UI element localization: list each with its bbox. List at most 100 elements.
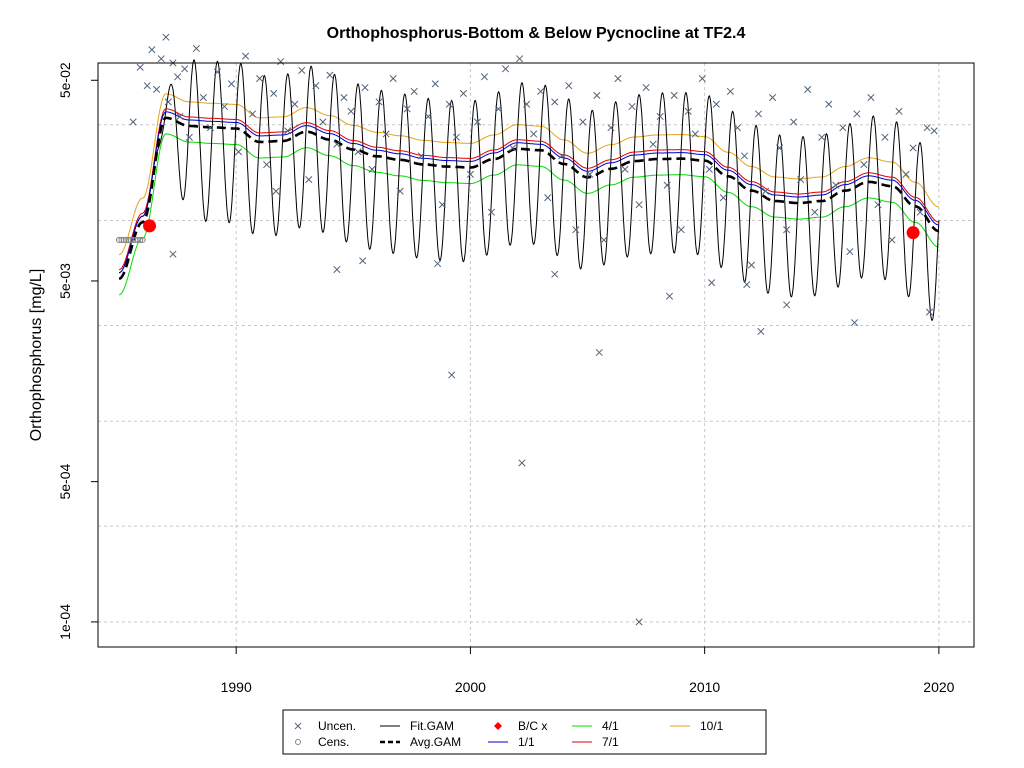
uncensored-point	[614, 74, 622, 83]
uncensored-point	[783, 301, 791, 309]
uncensored-point	[185, 133, 193, 141]
uncensored-point	[354, 148, 362, 156]
censored-point	[120, 236, 127, 244]
uncensored-point	[628, 102, 636, 111]
uncensored-point	[743, 280, 751, 289]
uncensored-point	[361, 83, 369, 92]
legend-symbol-cross	[294, 722, 302, 730]
censored-point	[115, 236, 123, 244]
uncensored-point	[174, 73, 182, 81]
uncensored-point	[448, 371, 456, 379]
legend-label: 4/1	[602, 719, 619, 733]
uncensored-point	[930, 127, 938, 135]
uncensored-point	[162, 33, 170, 41]
uncensored-point	[712, 100, 720, 108]
uncensored-point	[888, 236, 896, 244]
legend: Uncen. Fit.GAM B/C x 4/1 10/1 Cens. Avg.GAM 1/1…	[282, 709, 767, 755]
uncensored-point	[434, 260, 442, 268]
uncensored-point	[593, 91, 601, 100]
y-tick-label: 5e-03	[57, 263, 73, 299]
uncensored-point	[487, 208, 496, 216]
uncensored-point	[656, 112, 664, 121]
uncensored-point	[494, 105, 503, 113]
legend-label: 10/1	[700, 719, 724, 733]
censored-point	[137, 236, 144, 244]
legend-label: Fit.GAM	[410, 719, 454, 733]
uncensored-point	[923, 124, 931, 132]
legend-symbol-diamond	[494, 722, 502, 730]
uncensored-point	[431, 80, 439, 88]
uncensored-point	[804, 85, 812, 94]
uncensored-point	[129, 118, 137, 126]
uncensored-point	[466, 170, 474, 178]
uncensored-point	[670, 91, 678, 100]
uncensored-point	[747, 261, 756, 269]
uncensored-point	[595, 348, 603, 357]
uncensored-point	[242, 52, 250, 60]
uncensored-point	[181, 65, 189, 73]
uncensored-point	[586, 170, 594, 178]
y-axis-label: Orthophosphorus [mg/L]	[28, 269, 45, 442]
uncensored-point	[220, 102, 229, 111]
uncensored-point	[790, 118, 798, 126]
uncensored-point	[642, 83, 650, 92]
series-line-71	[119, 108, 939, 271]
x-tick-label: 2000	[455, 679, 486, 695]
uncensored-point	[635, 618, 643, 626]
curves	[118, 59, 940, 321]
uncensored-point	[473, 118, 481, 126]
uncensored-point	[263, 161, 271, 169]
uncensored-point	[375, 98, 383, 106]
series-line-41	[119, 133, 939, 296]
uncensored-point	[157, 55, 165, 63]
uncensored-point	[902, 170, 910, 178]
uncensored-point	[169, 250, 177, 258]
uncensored-point	[537, 87, 545, 95]
uncensored-point	[277, 57, 285, 66]
uncensored-point	[740, 152, 749, 160]
series-line-fitgam	[119, 59, 940, 321]
uncensored-point	[312, 82, 320, 90]
uncensored-point	[684, 107, 692, 115]
uncensored-point	[164, 98, 172, 106]
uncensored-point	[839, 124, 847, 132]
uncensored-point	[389, 74, 397, 83]
legend-label: Cens.	[318, 735, 349, 749]
uncensored-point	[776, 144, 784, 152]
uncensored-point	[832, 181, 840, 189]
uncensored-point	[846, 248, 854, 256]
uncensored-point	[558, 152, 566, 160]
censored-point	[123, 236, 130, 244]
uncensored-point	[551, 98, 559, 106]
legend-label: B/C x	[518, 719, 547, 733]
uncensored-point	[705, 165, 713, 173]
uncensored-point	[176, 112, 184, 121]
uncensored-point	[797, 176, 805, 184]
uncensored-point	[445, 100, 453, 108]
uncensored-point	[452, 133, 460, 141]
uncensored-point	[761, 187, 770, 195]
uncensored-point	[333, 140, 341, 148]
uncensored-point	[459, 89, 467, 97]
x-axis: 1990 2000 2010 2020	[221, 647, 955, 695]
uncensored-point	[783, 226, 791, 234]
uncensored-point	[417, 152, 425, 160]
uncensored-point	[298, 66, 306, 74]
data-points	[115, 33, 938, 626]
censored-point	[127, 236, 134, 244]
uncensored-point	[136, 63, 144, 71]
uncensored-point	[818, 133, 826, 141]
uncensored-point	[867, 94, 875, 102]
uncensored-point	[726, 87, 734, 95]
legend-label: Avg.GAM	[410, 735, 461, 749]
legend-label: 7/1	[602, 735, 619, 749]
uncensored-point	[333, 265, 341, 274]
censored-point	[118, 236, 125, 244]
bc-point	[906, 226, 920, 240]
uncensored-point	[850, 319, 859, 327]
uncensored-point	[733, 124, 741, 132]
uncensored-point	[635, 201, 643, 209]
y-axis: 1e-04 5e-04 5e-03 5e-02	[57, 62, 98, 640]
